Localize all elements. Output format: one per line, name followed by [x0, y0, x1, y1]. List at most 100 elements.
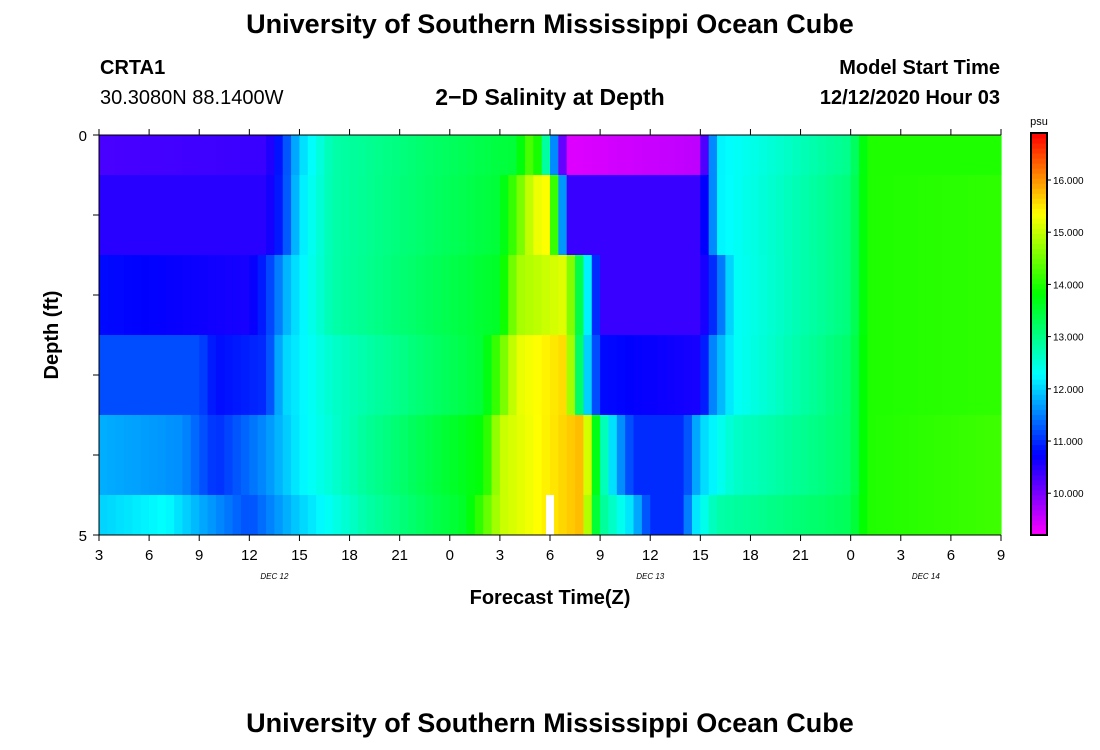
heatmap-cell: [516, 335, 526, 416]
heatmap-cell: [324, 415, 334, 496]
heatmap-cell: [975, 175, 985, 256]
heatmap-cell: [382, 175, 392, 256]
heatmap-cell: [416, 415, 426, 496]
heatmap-cell: [458, 495, 468, 536]
heatmap-cell: [650, 415, 660, 496]
heatmap-cell: [332, 415, 342, 496]
heatmap-cell: [174, 255, 184, 336]
heatmap-cell: [900, 175, 910, 256]
heatmap-cell: [984, 175, 994, 256]
colorbar-segment: [1031, 218, 1047, 224]
colorbar-segment: [1031, 273, 1047, 280]
heatmap-cell: [925, 135, 935, 176]
colorbar-segment: [1031, 198, 1047, 204]
heatmap-cell: [508, 415, 518, 496]
heatmap-cell: [842, 415, 852, 496]
colorbar-segment: [1031, 479, 1047, 486]
heatmap-cell: [550, 255, 559, 336]
heatmap-cell: [516, 175, 526, 256]
heatmap-cell: [324, 335, 334, 416]
heatmap-cell: [533, 255, 543, 336]
heatmap-cell: [925, 175, 935, 256]
heatmap-cell: [758, 135, 768, 176]
heatmap-cell: [391, 175, 401, 256]
heatmap-cell: [408, 335, 417, 416]
colorbar-frame: [1030, 132, 1048, 536]
heatmap-cell: [324, 495, 334, 536]
heatmap-cell: [474, 255, 484, 336]
heatmap-cell: [892, 335, 902, 416]
heatmap-cell: [157, 255, 167, 336]
heatmap-cell: [708, 495, 718, 536]
x-tick-label: 21: [391, 547, 408, 564]
heatmap-cell: [975, 135, 985, 176]
heatmap-cell: [374, 495, 384, 536]
heatmap-cell: [633, 335, 643, 416]
heatmap-cell: [650, 495, 660, 536]
heatmap-cell: [641, 495, 651, 536]
heatmap-cell: [174, 335, 184, 416]
heatmap-cell: [550, 415, 559, 496]
heatmap-cell: [800, 255, 810, 336]
colorbar-segment: [1031, 389, 1047, 395]
colorbar-segment: [1031, 524, 1047, 531]
heatmap-cell: [441, 415, 451, 496]
heatmap-cell: [374, 135, 384, 176]
heatmap-cell: [357, 135, 367, 176]
heatmap-cell: [466, 415, 476, 496]
colorbar-tick-label: 12.000: [1053, 385, 1084, 396]
heatmap-cell: [825, 415, 835, 496]
x-tick-label: 15: [291, 547, 308, 564]
heatmap-cell: [207, 255, 217, 336]
heatmap-cell: [483, 495, 493, 536]
heatmap-cell: [608, 135, 618, 176]
colorbar-segment: [1031, 454, 1047, 461]
heatmap-cell: [199, 415, 209, 496]
heatmap-cell: [666, 175, 676, 256]
heatmap-cell: [959, 135, 969, 176]
heatmap-cell: [424, 495, 434, 536]
x-tick-label: 3: [95, 547, 103, 564]
heatmap-cell: [792, 135, 802, 176]
heatmap-cell: [625, 135, 635, 176]
heatmap-cell: [215, 175, 225, 256]
heatmap-cell: [825, 335, 835, 416]
heatmap-cell: [833, 135, 843, 176]
colorbar-segment: [1031, 208, 1047, 214]
heatmap-cell: [683, 255, 693, 336]
heatmap-cell: [666, 255, 676, 336]
heatmap-cell: [533, 175, 543, 256]
heatmap-cell: [733, 175, 743, 256]
heatmap-cell: [850, 175, 860, 256]
heatmap-cell: [708, 415, 718, 496]
x-tick-label: 6: [145, 547, 153, 564]
heatmap-cell: [291, 495, 301, 536]
colorbar-segment: [1031, 288, 1047, 295]
heatmap-cell: [641, 255, 651, 336]
heatmap-cell: [708, 175, 718, 256]
heatmap-cell: [959, 175, 969, 256]
heatmap-cell: [424, 135, 434, 176]
heatmap-cell: [984, 495, 994, 536]
heatmap-cell: [575, 415, 585, 496]
colorbar-segment: [1031, 519, 1047, 526]
heatmap-cell: [165, 335, 175, 416]
colorbar-tick-label: 13.000: [1053, 333, 1084, 344]
heatmap-cell: [299, 135, 309, 176]
heatmap-cell: [792, 175, 802, 256]
heatmap-cell: [232, 255, 242, 336]
heatmap-cell: [408, 415, 417, 496]
heatmap-cell: [984, 255, 994, 336]
heatmap-cell: [408, 255, 417, 336]
heatmap-cell: [959, 495, 969, 536]
heatmap-cell: [575, 335, 585, 416]
colorbar-segment: [1031, 494, 1047, 501]
colorbar-segment: [1031, 459, 1047, 466]
heatmap-cell: [967, 495, 977, 536]
heatmap-cell: [792, 255, 802, 336]
heatmap-cell: [767, 175, 777, 256]
heatmap-cell: [742, 335, 752, 416]
heatmap-cell: [232, 495, 242, 536]
colorbar-segment: [1031, 394, 1047, 400]
